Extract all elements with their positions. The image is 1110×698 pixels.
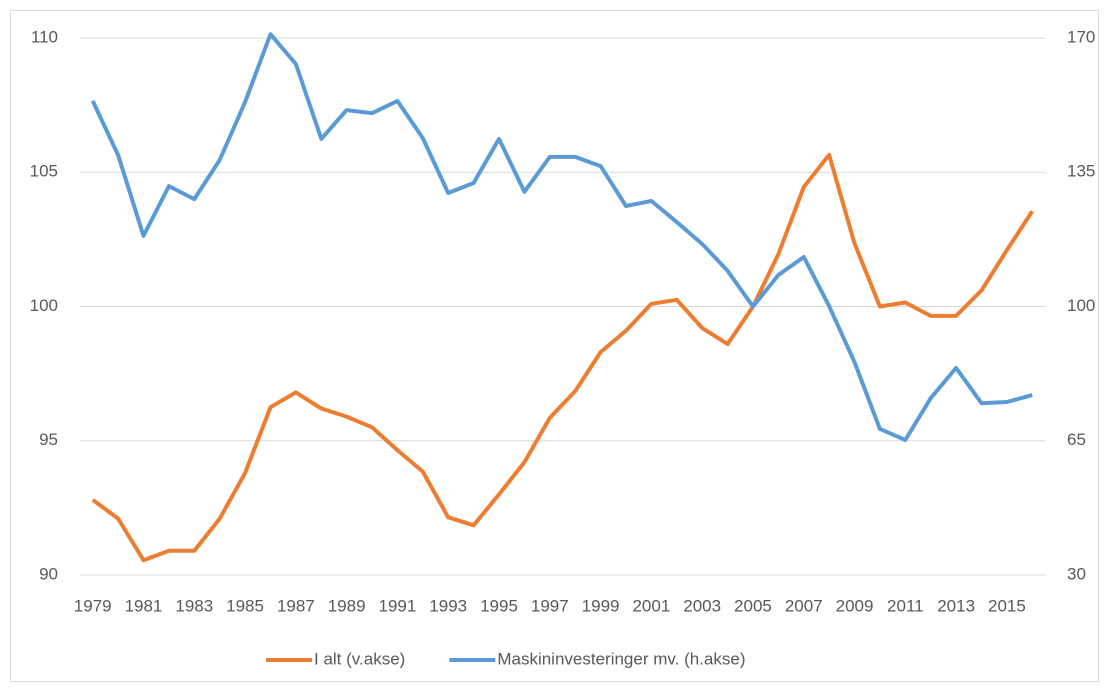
y-tick-label: 110 (31, 27, 58, 46)
x-tick-label: 1983 (175, 596, 213, 615)
x-tick-label: 1999 (582, 596, 620, 615)
y-tick-label: 105 (30, 162, 58, 181)
x-tick-label: 2013 (937, 596, 975, 615)
legend-label: Maskininvesteringer mv. (h.akse) (497, 649, 745, 668)
y2-tick-label: 65 (1067, 430, 1086, 449)
y2-tick-label: 170 (1067, 27, 1095, 46)
y-tick-label: 90 (39, 564, 58, 583)
x-tick-label: 2005 (734, 596, 772, 615)
x-tick-label: 1993 (429, 596, 467, 615)
x-tick-label: 2009 (836, 596, 874, 615)
series-line (91, 152, 1034, 563)
y2-tick-label: 135 (1067, 162, 1095, 181)
x-tick-label: 1985 (226, 596, 264, 615)
series-line (90, 32, 1033, 442)
x-tick-label: 1979 (74, 596, 112, 615)
x-tick-label: 1995 (480, 596, 518, 615)
x-tick-label: 1991 (379, 596, 417, 615)
y2-tick-label: 100 (1067, 296, 1095, 315)
x-tick-label: 2015 (988, 596, 1026, 615)
x-tick-label: 2003 (683, 596, 721, 615)
x-tick-label: 2007 (785, 596, 823, 615)
x-tick-label: 1997 (531, 596, 569, 615)
y2-tick-label: 30 (1067, 564, 1086, 583)
x-tick-label: 1987 (277, 596, 315, 615)
x-tick-label: 2011 (887, 596, 924, 615)
y-tick-label: 95 (39, 430, 58, 449)
x-tick-label: 2001 (632, 596, 670, 615)
x-tick-label: 1981 (125, 596, 163, 615)
chart-border (10, 10, 1099, 682)
x-tick-label: 1989 (328, 596, 366, 615)
legend-label: I alt (v.akse) (314, 649, 405, 668)
y-tick-label: 100 (30, 296, 58, 315)
